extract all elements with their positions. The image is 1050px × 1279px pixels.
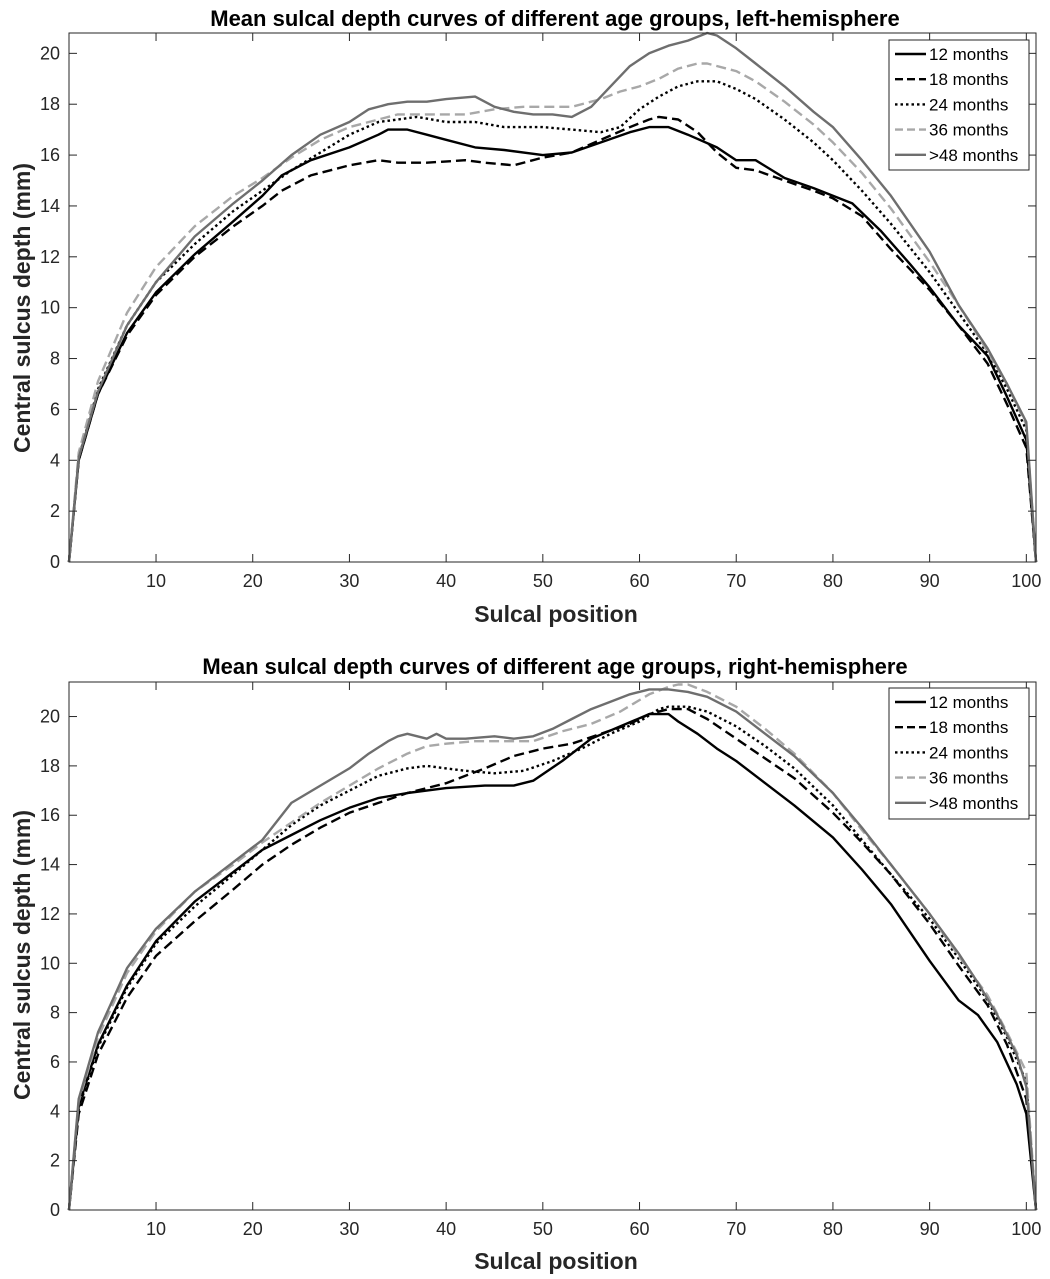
- y-tick-label: 14: [40, 855, 60, 875]
- chart-title: Mean sulcal depth curves of different ag…: [210, 6, 899, 31]
- x-tick-label: 100: [1011, 571, 1041, 591]
- legend: 12 months 18 months 24 months 36 months >48 …: [888, 687, 1030, 820]
- x-tick-label: 70: [726, 571, 746, 591]
- series-line-4: [67, 62, 1038, 563]
- series-line-5: [67, 31, 1038, 563]
- right-hemisphere-chart: Mean sulcal depth curves of different ag…: [9, 654, 1041, 1274]
- series-line-3: [67, 705, 1038, 1211]
- y-tick-label: 6: [50, 1052, 60, 1072]
- y-tick-label: 0: [50, 552, 60, 572]
- y-tick-label: 0: [50, 1200, 60, 1220]
- x-tick-label: 30: [339, 1219, 359, 1239]
- x-tick-label: 20: [243, 1219, 263, 1239]
- y-tick-label: 20: [40, 43, 60, 63]
- legend-label-5: >48 months: [929, 794, 1018, 813]
- plot-area: 10 20 30 40 50 60 70 80 90 100 0 2 4 6 8 10 12 14 16 18 20 12…: [40, 31, 1041, 591]
- legend: 12 months 18 months 24 months 36 months >48 …: [888, 39, 1030, 171]
- x-tick-label: 10: [146, 1219, 166, 1239]
- series-line-2: [67, 115, 1038, 563]
- x-axis-label: Sulcal position: [474, 1248, 638, 1274]
- y-tick-label: 12: [40, 247, 60, 267]
- series-line-2: [67, 707, 1038, 1211]
- y-tick-label: 2: [50, 501, 60, 521]
- y-tick-label: 18: [40, 756, 60, 776]
- axes-box: [68, 32, 1037, 563]
- series-line-1: [67, 125, 1038, 563]
- x-tick-label: 50: [533, 1219, 553, 1239]
- y-tick-label: 16: [40, 145, 60, 165]
- y-tick-label: 4: [50, 450, 60, 470]
- x-axis-label: Sulcal position: [474, 601, 638, 627]
- y-tick-label: 16: [40, 805, 60, 825]
- x-tick-label: 80: [823, 571, 843, 591]
- x-tick-label: 100: [1011, 1219, 1041, 1239]
- x-tick-label: 40: [436, 571, 456, 591]
- y-tick-label: 10: [40, 298, 60, 318]
- legend-label-4: 36 months: [929, 121, 1008, 140]
- legend-label-3: 24 months: [929, 743, 1008, 762]
- x-tick-label: 20: [243, 571, 263, 591]
- x-tick-label: 60: [630, 1219, 650, 1239]
- legend-label-5: >48 months: [929, 146, 1018, 165]
- y-tick-label: 8: [50, 349, 60, 369]
- y-tick-label: 6: [50, 399, 60, 419]
- legend-label-3: 24 months: [929, 95, 1008, 114]
- y-axis-label: Central sulcus depth (mm): [9, 810, 35, 1100]
- x-tick-label: 80: [823, 1219, 843, 1239]
- x-tick-label: 60: [630, 571, 650, 591]
- plot-area: 10 20 30 40 50 60 70 80 90 100 0 2 4 6 8 10 12 14 16 18 20 12…: [40, 681, 1041, 1239]
- y-axis-label: Central sulcus depth (mm): [9, 163, 35, 453]
- y-tick-label: 18: [40, 94, 60, 114]
- legend-label-2: 18 months: [929, 718, 1008, 737]
- y-tick-label: 2: [50, 1151, 60, 1171]
- left-hemisphere-chart-panel: Mean sulcal depth curves of different ag…: [9, 6, 1041, 627]
- series-line-5: [67, 688, 1038, 1211]
- legend-label-4: 36 months: [929, 769, 1008, 788]
- y-tick-label: 10: [40, 953, 60, 973]
- y-tick-label: 20: [40, 707, 60, 727]
- y-tick-label: 12: [40, 904, 60, 924]
- series-line-3: [67, 80, 1038, 563]
- series-line-4: [67, 683, 1038, 1211]
- x-tick-label: 50: [533, 571, 553, 591]
- legend-label-1: 12 months: [929, 693, 1008, 712]
- x-tick-label: 30: [339, 571, 359, 591]
- x-tick-label: 70: [726, 1219, 746, 1239]
- x-tick-label: 90: [920, 1219, 940, 1239]
- axes-box: [68, 681, 1037, 1211]
- x-tick-label: 10: [146, 571, 166, 591]
- y-tick-label: 4: [50, 1101, 60, 1121]
- chart-title: Mean sulcal depth curves of different ag…: [202, 654, 907, 679]
- x-tick-label: 40: [436, 1219, 456, 1239]
- right-hemisphere-chart-panel: Mean sulcal depth curves of different ag…: [0, 650, 1050, 1279]
- y-tick-label: 8: [50, 1003, 60, 1023]
- legend-label-2: 18 months: [929, 70, 1008, 89]
- y-tick-label: 14: [40, 196, 60, 216]
- legend-label-1: 12 months: [929, 45, 1008, 64]
- x-tick-label: 90: [920, 571, 940, 591]
- left-hemisphere-chart: Mean sulcal depth curves of different ag…: [9, 6, 1041, 627]
